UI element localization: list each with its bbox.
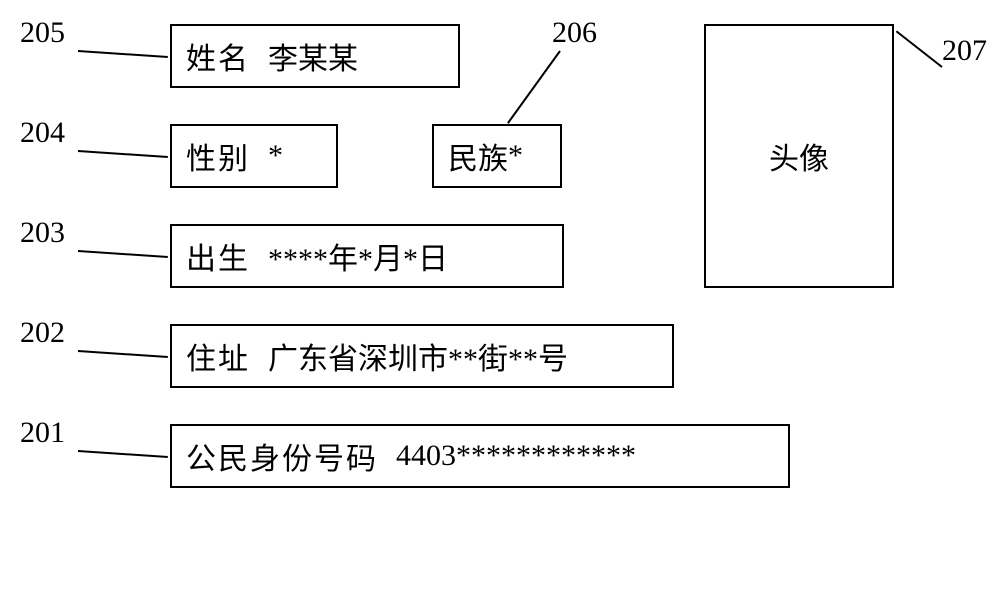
field-name: 姓名 李某某 [170,24,460,88]
leader-line-photo [895,30,942,68]
field-name-value: 李某某 [268,34,358,78]
field-id-number-value: 4403************ [396,439,636,473]
ref-number-id-number: 201 [20,416,65,450]
ref-number-gender: 204 [20,116,65,150]
ref-number-ethnicity: 206 [552,16,597,50]
field-gender-label: 性别 [186,134,250,178]
ref-number-address: 202 [20,316,65,350]
leader-line-address [78,350,168,358]
field-address-label: 住址 [186,334,250,378]
field-ethnicity-value: * [508,139,523,173]
field-address-value: 广东省深圳市**街**号 [268,334,568,378]
field-address: 住址 广东省深圳市**街**号 [170,324,674,388]
ref-number-photo: 207 [942,34,987,68]
field-id-number: 公民身份号码 4403************ [170,424,790,488]
field-name-label: 姓名 [186,34,250,78]
ref-number-birth: 203 [20,216,65,250]
field-ethnicity-label: 民族 [448,134,508,178]
field-birth: 出生 ****年*月*日 [170,224,564,288]
leader-line-id-number [78,450,168,458]
field-id-number-label: 公民身份号码 [186,434,378,478]
diagram-stage: 姓名 李某某 性别 * 民族 * 出生 ****年*月*日 住址 广东省深圳市*… [0,0,1000,599]
leader-line-birth [78,250,168,258]
field-birth-label: 出生 [186,234,250,278]
field-gender-value: * [268,139,283,173]
leader-line-name [78,50,168,58]
field-gender: 性别 * [170,124,338,188]
field-photo-label: 头像 [769,134,829,178]
field-ethnicity: 民族 * [432,124,562,188]
field-photo: 头像 [704,24,894,288]
field-birth-value: ****年*月*日 [268,234,448,278]
leader-line-gender [78,150,168,158]
ref-number-name: 205 [20,16,65,50]
leader-line-ethnicity [507,50,561,123]
